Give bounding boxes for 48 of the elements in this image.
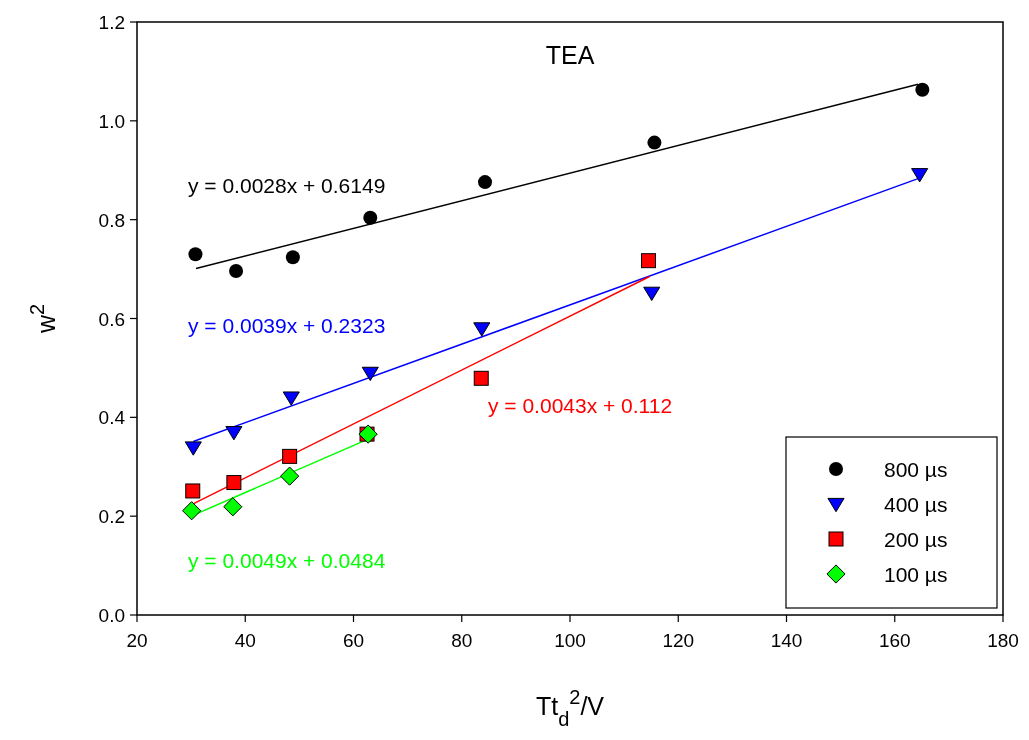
point xyxy=(229,264,244,279)
point xyxy=(280,466,300,486)
x-tick-label: 160 xyxy=(878,630,911,651)
text: TEA xyxy=(545,41,595,69)
point xyxy=(225,426,243,441)
annotation: y = 0.0028x + 0.6149 xyxy=(188,174,386,197)
point xyxy=(911,168,929,183)
legend-label: 400 µs xyxy=(884,493,948,516)
y-tick-label: 0.4 xyxy=(98,407,126,429)
point xyxy=(915,82,930,97)
point xyxy=(643,286,661,301)
x-tick-label: 120 xyxy=(662,630,695,651)
point xyxy=(226,475,242,491)
annotation: y = 0.0043x + 0.112 xyxy=(488,394,673,417)
point xyxy=(282,448,298,464)
x-tick-label: 180 xyxy=(987,630,1019,651)
y-tick-label: 0.8 xyxy=(98,209,125,231)
x-axis-title: Tt$_{d}$$^{2}$/V xyxy=(535,686,605,730)
point xyxy=(182,501,202,521)
point xyxy=(478,175,493,190)
legend-label: 100 µs xyxy=(884,563,948,586)
point xyxy=(184,441,202,456)
point xyxy=(473,322,491,337)
point xyxy=(285,250,300,265)
x-tick-label: 100 xyxy=(554,630,586,651)
annotation: y = 0.0039x + 0.2323 xyxy=(188,314,386,337)
legend-label: 200 µs xyxy=(884,528,948,551)
x-tick-label: 60 xyxy=(342,630,365,651)
point xyxy=(188,247,203,262)
point xyxy=(363,210,378,225)
x-tick-label: 80 xyxy=(451,630,473,651)
y-tick-label: 0.0 xyxy=(98,605,125,626)
y-tick-label: 0.6 xyxy=(98,308,125,330)
point xyxy=(640,253,656,269)
annotation: y = 0.0049x + 0.0484 xyxy=(188,549,386,572)
y-tick-label: 0.2 xyxy=(98,506,125,528)
y-tick-label: 1.2 xyxy=(98,12,125,33)
point xyxy=(282,391,300,406)
point xyxy=(647,135,662,150)
point xyxy=(473,370,489,386)
point xyxy=(361,366,379,382)
x-tick-label: 20 xyxy=(126,630,148,651)
point xyxy=(185,483,201,499)
x-tick-label: 40 xyxy=(234,630,256,651)
y-tick-label: 1.0 xyxy=(98,110,125,132)
legend-label: 800 µs xyxy=(884,458,948,481)
x-tick-label: 140 xyxy=(770,630,803,651)
point xyxy=(223,497,243,517)
